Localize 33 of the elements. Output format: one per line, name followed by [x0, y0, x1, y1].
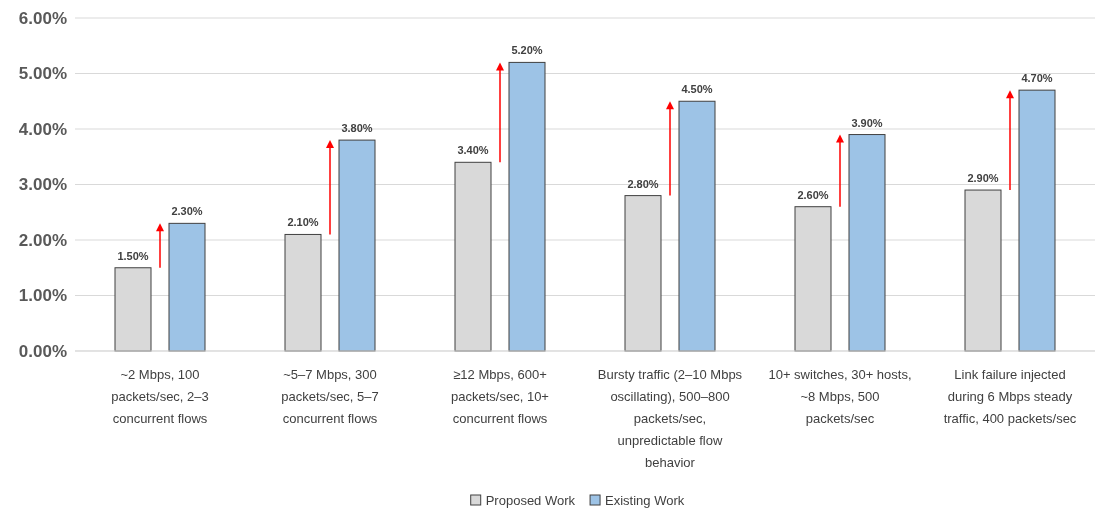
y-tick-label: 4.00% [18, 119, 67, 139]
y-tick-label: 2.00% [18, 230, 67, 250]
data-label: 4.50% [681, 83, 713, 96]
data-label: 3.40% [457, 144, 489, 157]
bar [1018, 89, 1056, 352]
bar [678, 100, 716, 352]
data-label: 3.90% [851, 116, 883, 129]
data-label: 2.10% [287, 216, 319, 229]
x-tick-label: 10+ switches, 30+ hosts, ~8 Mbps, 500 packets/sec [768, 367, 912, 426]
bar [508, 61, 546, 352]
bar [168, 222, 206, 352]
y-tick-label: 3.00% [18, 175, 67, 195]
x-tick-label: ≥12 Mbps, 600+ packets/sec, 10+ concurrent flows [451, 367, 549, 426]
data-label: 5.20% [511, 44, 543, 57]
data-label: 2.80% [627, 177, 659, 190]
data-label: 2.30% [171, 205, 203, 218]
x-tick-label: Bursty traffic (2–10 Mbps oscillating), 500–800 packets/sec, unpredictable flow behavior [597, 367, 743, 470]
x-tick-label: ~5–7 Mbps, 300 packets/sec, 5–7 concurrent flows [281, 367, 379, 426]
data-label: 2.90% [967, 172, 999, 185]
legend-label: Existing Work [605, 492, 685, 508]
y-tick-label: 0.00% [18, 341, 67, 361]
data-label: 3.80% [341, 122, 373, 135]
x-tick-label: ~2 Mbps, 100 packets/sec, 2–3 concurrent flows [111, 367, 209, 426]
data-label: 2.60% [797, 188, 829, 201]
x-tick-label: Link failure injected during 6 Mbps steady traffic, 400 packets/sec [943, 367, 1077, 426]
data-label: 1.50% [117, 249, 149, 262]
y-tick-label: 1.00% [18, 286, 67, 306]
bar [338, 139, 376, 352]
legend-label: Proposed Work [485, 492, 576, 508]
y-tick-label: 5.00% [18, 64, 67, 84]
y-tick-label: 6.00% [18, 8, 67, 28]
data-label: 4.70% [1021, 72, 1053, 85]
bar [848, 134, 886, 352]
